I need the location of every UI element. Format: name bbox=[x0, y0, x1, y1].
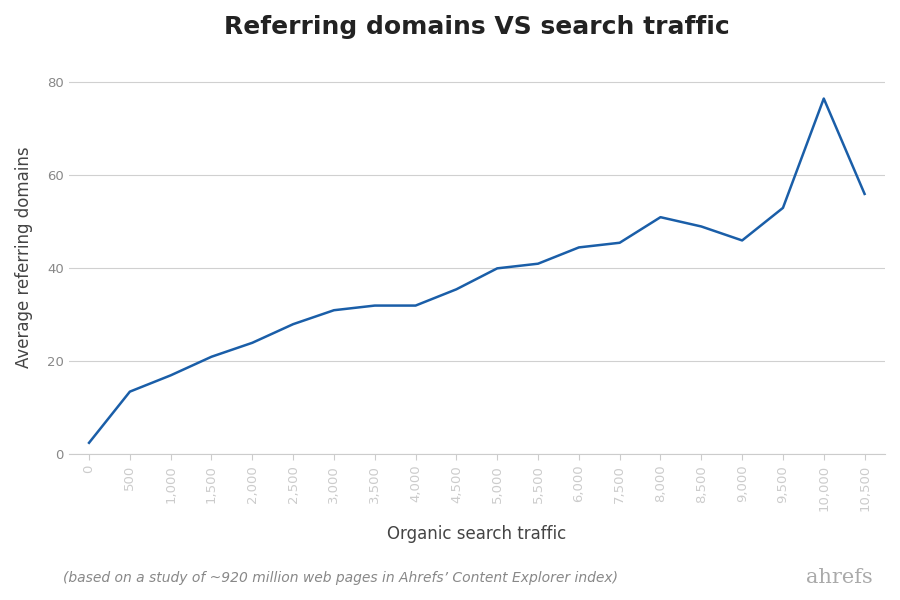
Text: ahrefs: ahrefs bbox=[806, 568, 873, 587]
Text: (based on a study of ~920 million web pages in Ahrefs’ Content Explorer index): (based on a study of ~920 million web pa… bbox=[63, 571, 618, 585]
Y-axis label: Average referring domains: Average referring domains bbox=[15, 146, 33, 368]
X-axis label: Organic search traffic: Organic search traffic bbox=[387, 525, 566, 543]
Title: Referring domains VS search traffic: Referring domains VS search traffic bbox=[224, 15, 730, 39]
